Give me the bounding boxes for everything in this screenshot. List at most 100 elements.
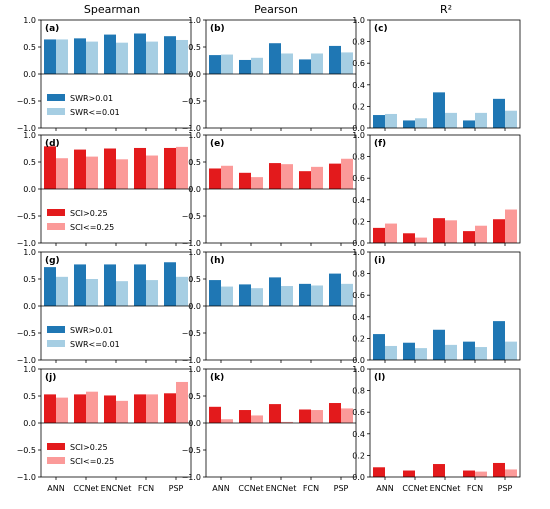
bar-k-1-1 [251, 415, 263, 423]
bar-i-1-0 [385, 345, 397, 360]
xtick-label-l-3: FCN [467, 484, 483, 493]
column-title-r2: R² [440, 3, 452, 16]
ytick-label-a-2: 0.0 [23, 70, 36, 79]
axes-frame-l [369, 368, 521, 478]
panel-l: 0.0 0.2 0.4 0.6 0.8 1.0 ANN CCNet ENCNet FCN PSP (l… [352, 365, 521, 493]
bar-a-0-0 [44, 39, 56, 74]
legend-label-a-0: SWR>0.01 [70, 94, 113, 103]
ytick-label-c-0: 0.0 [352, 124, 365, 133]
legend-label-j-1: SCI<=0.25 [70, 457, 114, 466]
xtick-label-k-1: CCNet [238, 484, 263, 493]
bar-d-0-0 [44, 146, 56, 189]
bar-b-1-1 [251, 57, 263, 74]
bar-e-1-2 [281, 164, 293, 189]
panel-g: −1.0 −0.5 0.0 0.5 1.0 (g) SWR>0.01 SWR<=0.01 [17, 248, 192, 365]
bar-l-0-3 [463, 470, 475, 477]
bar-f-1-0 [385, 223, 397, 243]
bar-k-1-3 [311, 410, 323, 423]
ytick-label-l-5: 1.0 [352, 365, 365, 374]
ytick-label-k-2: 0.0 [188, 419, 201, 428]
bar-e-1-0 [221, 165, 233, 189]
ytick-label-e-0: −1.0 [182, 239, 201, 248]
bar-f-0-3 [463, 231, 475, 243]
bar-j-1-1 [86, 391, 98, 423]
ytick-label-a-3: 0.5 [23, 43, 36, 52]
bar-a-0-2 [104, 34, 116, 74]
bar-c-1-4 [505, 110, 517, 128]
bar-h-0-0 [209, 280, 221, 306]
ytick-label-f-5: 1.0 [352, 131, 365, 140]
legend-label-j-0: SCI>0.25 [70, 443, 108, 452]
ytick-label-l-3: 0.6 [352, 408, 365, 417]
panel-e: −1.0 −0.5 0.0 0.5 1.0 (e) [182, 131, 357, 248]
bar-h-0-2 [269, 277, 281, 306]
panel-d: −1.0 −0.5 0.0 0.5 1.0 (d) SCI>0.25 SCI<=0.25 [17, 131, 192, 248]
bar-j-0-3 [134, 394, 146, 423]
bar-l-0-0 [373, 467, 385, 477]
bar-d-0-4 [164, 147, 176, 189]
bar-h-1-0 [221, 286, 233, 306]
bar-e-1-3 [311, 166, 323, 189]
panel-c: 0.0 0.2 0.4 0.6 0.8 1.0 (c) [352, 16, 521, 133]
ytick-label-d-4: 1.0 [23, 131, 36, 140]
panel-label-h: (h) [210, 256, 225, 266]
ytick-label-b-1: −0.5 [182, 97, 201, 106]
bar-k-0-4 [329, 403, 341, 423]
bar-k-0-3 [299, 409, 311, 423]
bar-j-1-4 [176, 381, 188, 423]
bar-a-1-2 [116, 42, 128, 74]
bar-c-1-2 [445, 112, 457, 128]
ytick-label-f-0: 0.0 [352, 239, 365, 248]
panel-label-a: (a) [45, 24, 59, 34]
panel-label-i: (i) [374, 256, 385, 266]
xtick-label-l-2: ENCNet [430, 484, 461, 493]
bar-e-0-0 [209, 168, 221, 189]
ytick-label-k-4: 1.0 [188, 365, 201, 374]
ytick-label-h-4: 1.0 [188, 248, 201, 257]
panel-label-b: (b) [210, 24, 225, 34]
ytick-label-f-1: 0.2 [352, 217, 365, 226]
ytick-label-l-1: 0.2 [352, 451, 365, 460]
bar-d-1-4 [176, 146, 188, 189]
bar-e-0-3 [299, 171, 311, 189]
ytick-label-e-1: −0.5 [182, 212, 201, 221]
ytick-label-g-3: 0.5 [23, 275, 36, 284]
bar-d-1-1 [86, 156, 98, 189]
bar-f-0-0 [373, 227, 385, 243]
xtick-label-k-3: FCN [303, 484, 319, 493]
bar-f-1-3 [475, 225, 487, 243]
panel-h: −1.0 −0.5 0.0 0.5 1.0 (h) [182, 248, 357, 365]
bar-h-0-3 [299, 283, 311, 306]
bar-d-1-0 [56, 158, 68, 189]
bar-k-0-1 [239, 410, 251, 423]
ytick-label-b-2: 0.0 [188, 70, 201, 79]
bar-g-1-4 [176, 276, 188, 306]
bar-f-1-1 [415, 237, 427, 243]
bar-g-1-2 [116, 281, 128, 306]
ytick-label-a-4: 1.0 [23, 16, 36, 25]
bar-g-0-2 [104, 264, 116, 306]
bar-b-0-3 [299, 59, 311, 74]
ytick-label-j-2: 0.0 [23, 419, 36, 428]
bar-c-1-1 [415, 118, 427, 128]
column-title-spearman: Spearman [84, 3, 140, 16]
bar-g-1-0 [56, 276, 68, 306]
bar-j-0-2 [104, 395, 116, 423]
bar-h-0-4 [329, 273, 341, 306]
ytick-label-j-0: −1.0 [17, 473, 36, 482]
bar-l-0-4 [493, 462, 505, 477]
bar-f-1-2 [445, 220, 457, 243]
ytick-label-b-4: 1.0 [188, 16, 201, 25]
bar-b-0-2 [269, 43, 281, 74]
ytick-label-l-2: 0.4 [352, 430, 365, 439]
bar-i-1-3 [475, 347, 487, 360]
bar-g-1-1 [86, 279, 98, 306]
xtick-label-l-4: PSP [498, 484, 513, 493]
ytick-label-h-1: −0.5 [182, 329, 201, 338]
bar-e-1-1 [251, 177, 263, 189]
bar-k-1-4 [341, 408, 353, 423]
xtick-label-l-0: ANN [376, 484, 393, 493]
bar-j-0-1 [74, 394, 86, 423]
bar-e-0-2 [269, 163, 281, 189]
